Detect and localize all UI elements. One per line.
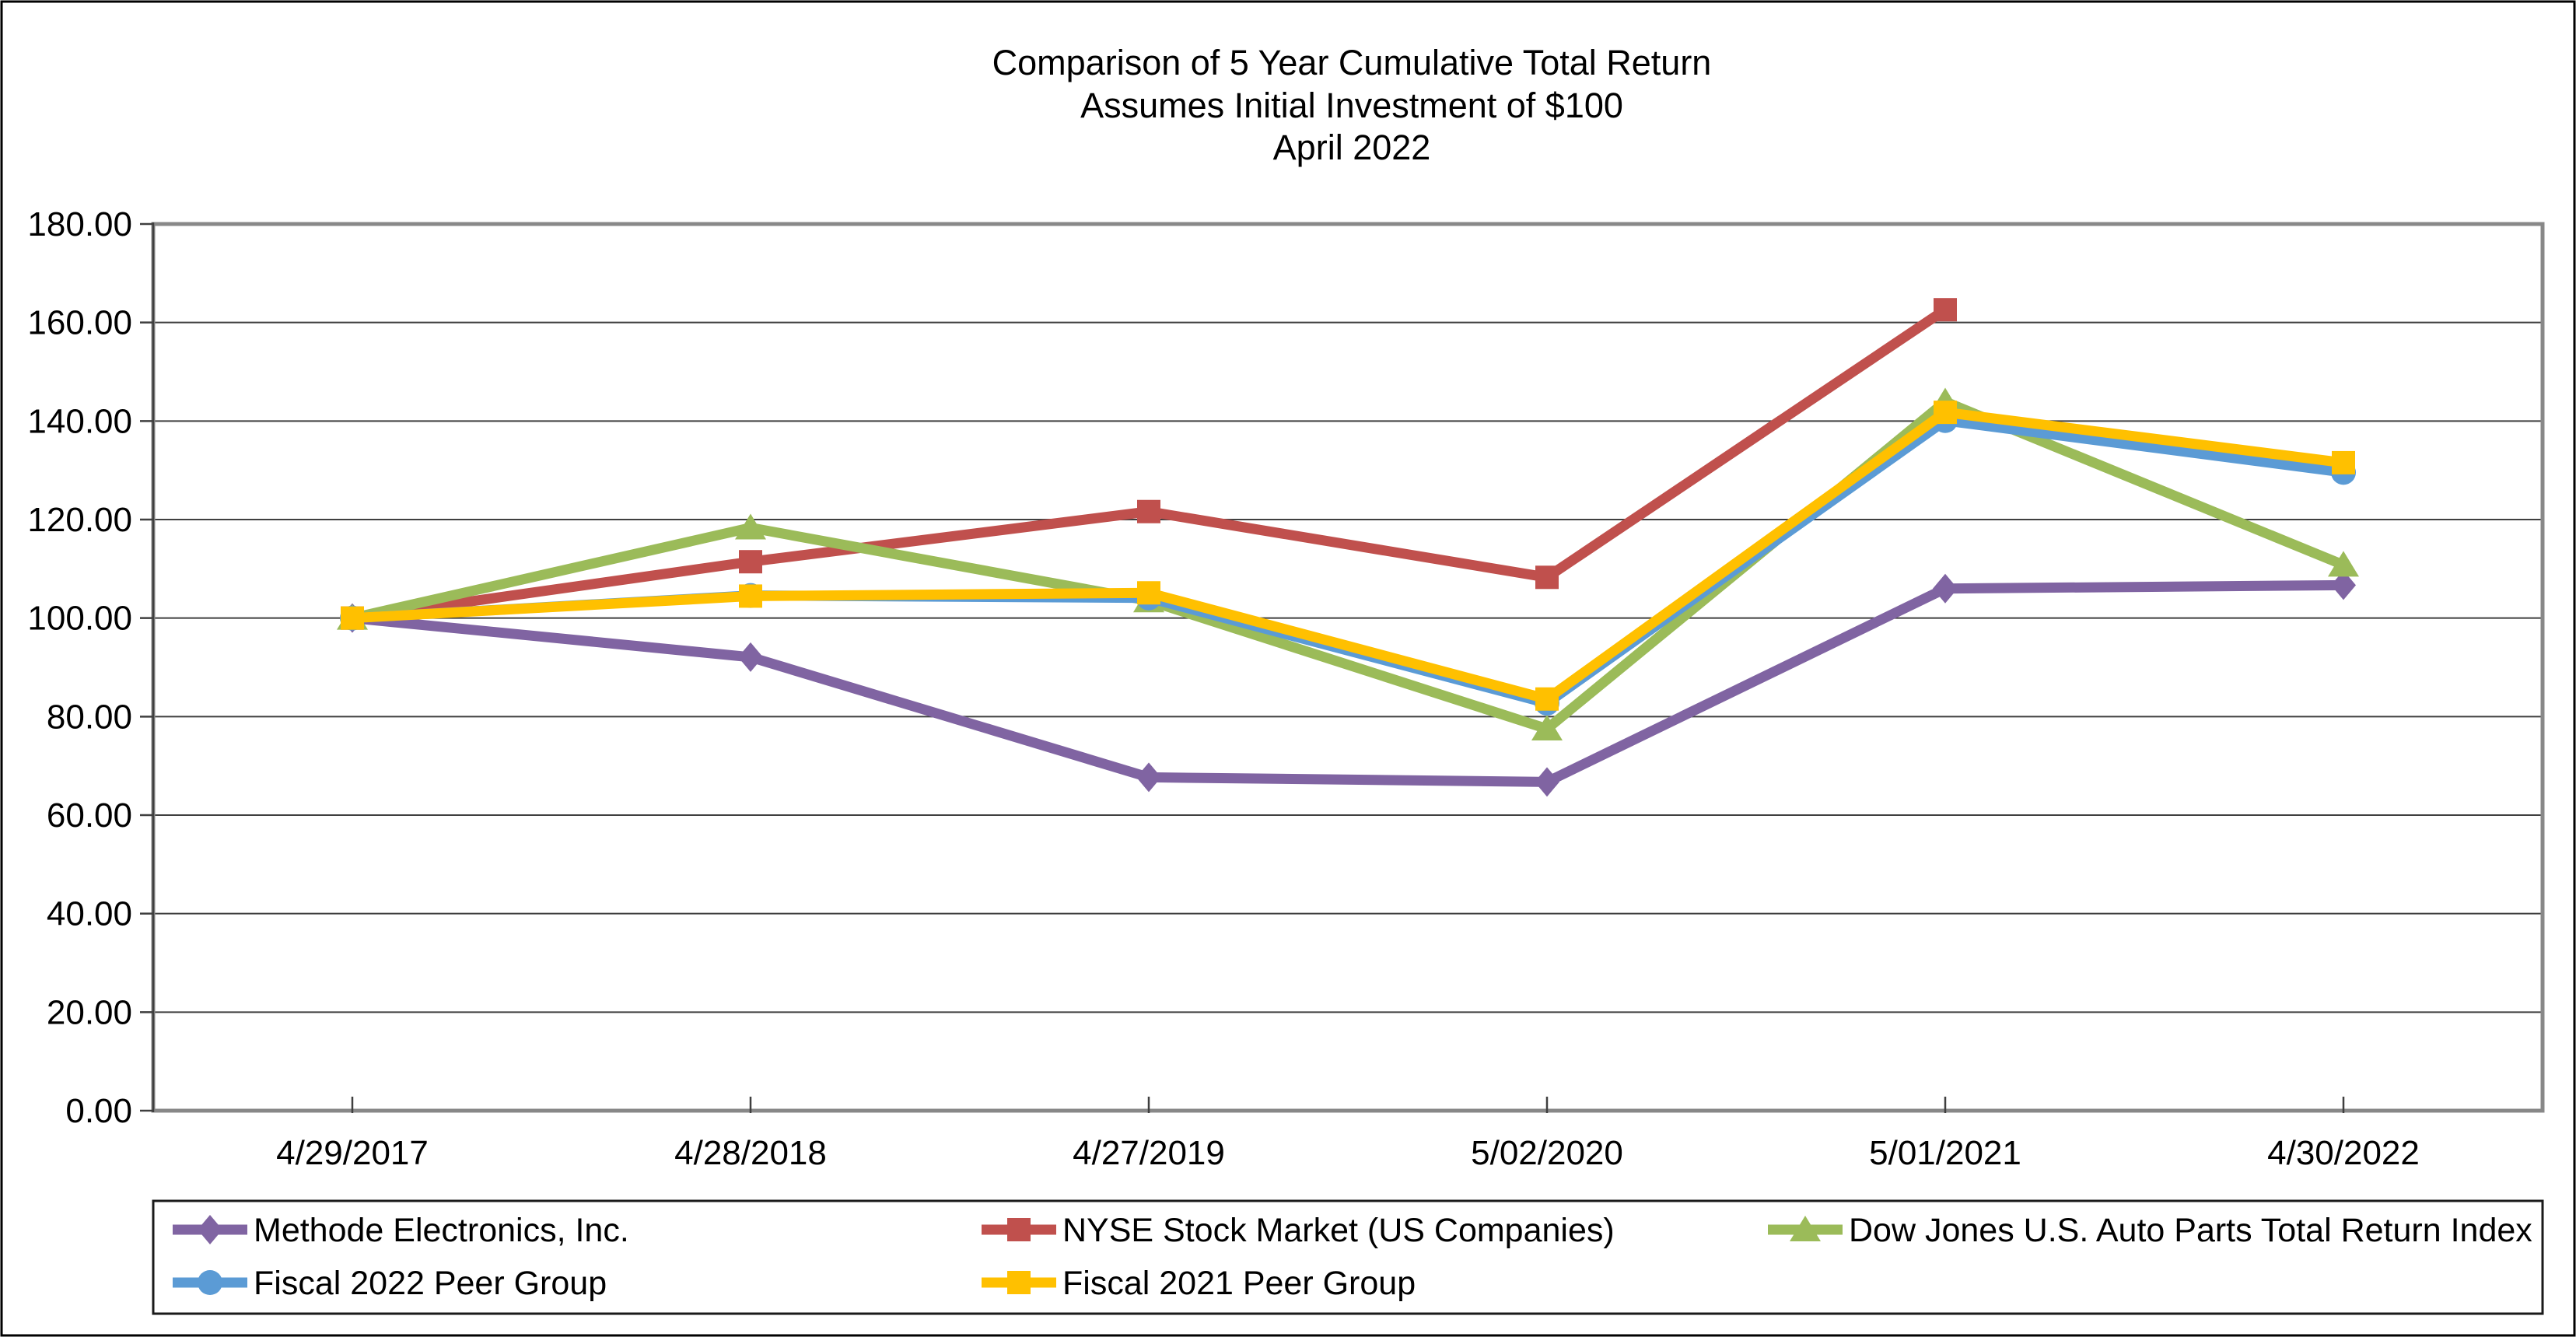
series-methode-marker-4/30/2022 — [2331, 570, 2356, 600]
chart-title-line-3: April 2022 — [1273, 128, 1431, 167]
legend-item-methode-label: Methode Electronics, Inc. — [254, 1212, 629, 1249]
x-axis-label-4/28/2018: 4/28/2018 — [674, 1134, 827, 1172]
legend-item-nyse-marker — [1007, 1218, 1031, 1241]
legend-item-fiscal-2022-peer-group-label: Fiscal 2022 Peer Group — [254, 1265, 607, 1302]
legend-item-fiscal-2022-peer-group-marker — [198, 1270, 222, 1295]
series-nyse-marker-4/28/2018 — [739, 550, 762, 574]
y-axis-label-180.00: 180.00 — [27, 205, 132, 243]
y-axis-label-160.00: 160.00 — [27, 304, 132, 342]
gridlines — [153, 321, 2543, 1013]
series-fiscal-2021-peer-group-marker-4/30/2022 — [2332, 450, 2355, 474]
y-axis-label-120.00: 120.00 — [27, 501, 132, 539]
series-methode-marker-5/01/2021 — [1933, 573, 1958, 604]
legend-border — [152, 1199, 2544, 1315]
data-series — [337, 298, 2359, 797]
series-dj-auto-parts-marker-4/28/2018 — [735, 513, 766, 540]
series-nyse-marker-4/27/2019 — [1137, 499, 1160, 523]
legend-item-dj-auto-parts-marker — [1790, 1216, 1821, 1241]
series-fiscal-2021-peer-group — [341, 401, 2355, 711]
series-fiscal-2021-peer-group-marker-5/02/2020 — [1535, 687, 1559, 711]
y-axis-label-100.00: 100.00 — [27, 600, 132, 638]
series-fiscal-2021-peer-group-marker-4/27/2019 — [1137, 581, 1160, 605]
legend-item-fiscal-2022-peer-group: Fiscal 2022 Peer Group — [173, 1265, 607, 1302]
legend-item-nyse: NYSE Stock Market (US Companies) — [982, 1212, 1615, 1249]
x-axis-ticks — [351, 1097, 2345, 1113]
series-methode-marker-4/27/2019 — [1136, 762, 1161, 793]
chart-title-line-2: Assumes Initial Investment of $100 — [1080, 86, 1623, 125]
legend-item-nyse-label: NYSE Stock Market (US Companies) — [1062, 1212, 1615, 1249]
x-axis-label-5/02/2020: 5/02/2020 — [1471, 1134, 1623, 1172]
series-fiscal-2021-peer-group-marker-5/01/2021 — [1934, 401, 1957, 425]
x-axis-label-4/30/2022: 4/30/2022 — [2267, 1134, 2420, 1172]
y-axis-label-40.00: 40.00 — [47, 895, 132, 933]
legend-item-methode-marker — [198, 1215, 222, 1244]
y-axis-label-0.00: 0.00 — [65, 1092, 132, 1130]
legend-item-fiscal-2021-peer-group-marker — [1007, 1271, 1031, 1294]
legend-item-dj-auto-parts-label: Dow Jones U.S. Auto Parts Total Return I… — [1849, 1212, 2532, 1249]
legend-item-fiscal-2021-peer-group: Fiscal 2021 Peer Group — [982, 1265, 1416, 1302]
series-fiscal-2021-peer-group-line — [352, 407, 2344, 705]
y-axis-label-60.00: 60.00 — [47, 796, 132, 835]
series-fiscal-2021-peer-group-marker-4/28/2018 — [739, 584, 762, 608]
y-axis-label-140.00: 140.00 — [27, 402, 132, 440]
y-axis-label-80.00: 80.00 — [47, 698, 132, 736]
legend-item-methode: Methode Electronics, Inc. — [173, 1212, 629, 1249]
x-axis-label-4/27/2019: 4/27/2019 — [1073, 1134, 1225, 1172]
x-axis-labels: 4/29/2017 4/28/2018 4/27/2019 5/02/2020 5/01… — [276, 1134, 2420, 1172]
series-fiscal-2021-peer-group-marker-4/29/2017 — [341, 606, 364, 630]
series-dj-auto-parts-marker-5/02/2020 — [1531, 715, 1563, 741]
series-methode-marker-5/02/2020 — [1535, 767, 1559, 797]
legend-item-fiscal-2021-peer-group-label: Fiscal 2021 Peer Group — [1062, 1265, 1416, 1302]
series-nyse-marker-5/01/2021 — [1934, 298, 1957, 322]
series-methode — [340, 570, 2356, 797]
y-axis-label-20.00: 20.00 — [47, 993, 132, 1031]
y-axis-labels: 0.00 20.00 40.00 60.00 80.00 100.00 120.00 140.… — [27, 205, 132, 1130]
y-axis-ticks — [140, 222, 153, 1112]
chart-title-line-1: Comparison of 5 Year Cumulative Total Re… — [992, 43, 1712, 82]
series-nyse-marker-5/02/2020 — [1535, 565, 1559, 590]
legend-items: Methode Electronics, Inc. NYSE Stock Mark… — [173, 1212, 2532, 1302]
legend-item-dj-auto-parts: Dow Jones U.S. Auto Parts Total Return I… — [1768, 1212, 2532, 1249]
x-axis-label-5/01/2021: 5/01/2021 — [1869, 1134, 2021, 1172]
series-methode-line — [352, 579, 2344, 787]
x-axis-label-4/29/2017: 4/29/2017 — [276, 1134, 429, 1172]
legend: Methode Electronics, Inc. NYSE Stock Mark… — [152, 1199, 2544, 1315]
series-dj-auto-parts-marker-4/30/2022 — [2328, 551, 2359, 577]
series-methode-marker-4/28/2018 — [738, 642, 763, 672]
